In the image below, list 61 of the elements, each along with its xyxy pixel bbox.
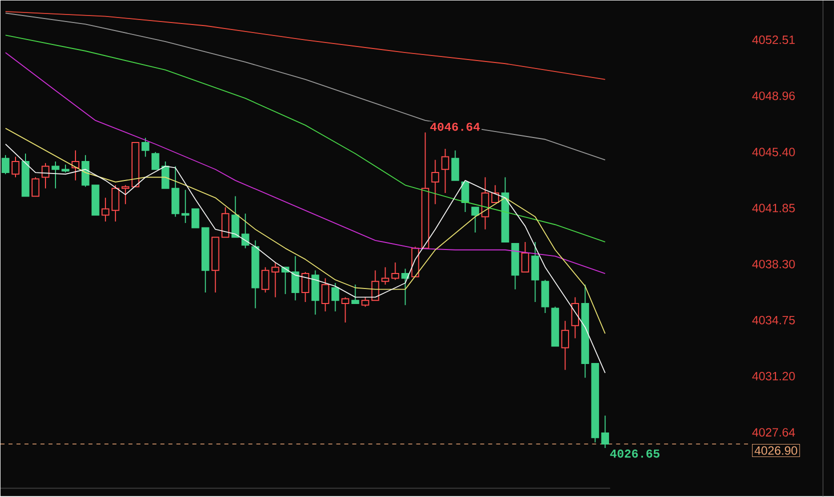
y-tick-label: 4027.64 (752, 428, 795, 437)
candlestick (182, 190, 190, 224)
candlestick (301, 272, 310, 303)
candlestick (291, 256, 300, 302)
candlestick (371, 270, 380, 302)
y-tick-label: 4052.51 (752, 36, 795, 44)
candlestick (421, 132, 430, 249)
annotation: 4046.64 (430, 122, 480, 132)
candlestick (431, 160, 440, 205)
candlestick (411, 246, 420, 278)
candlestick (331, 282, 340, 312)
candlestick (241, 213, 250, 249)
candlestick (571, 296, 580, 339)
ref-line-label: 4026.90 (754, 446, 798, 455)
candlestick (561, 320, 570, 370)
candlestick (401, 268, 410, 306)
y-tick-label: 4041.85 (752, 204, 795, 212)
line-series (5, 52, 606, 274)
candlestick (311, 270, 320, 316)
candlestick (531, 242, 540, 303)
y-tick-label: 4034.75 (752, 316, 795, 325)
candlestick (501, 176, 510, 243)
candlestick (481, 176, 490, 230)
candlestick (211, 236, 220, 294)
candlestick (172, 166, 180, 218)
candlestick (42, 162, 50, 189)
candlestick (551, 306, 560, 347)
text: 4026.65 (610, 450, 660, 458)
candlestick (381, 266, 390, 286)
y-tick-label: 4048.96 (752, 92, 795, 100)
y-tick-label: 4045.40 (752, 148, 795, 156)
line-series (5, 144, 606, 374)
candlestick (201, 227, 210, 294)
candlestick (351, 284, 360, 304)
candlestick (52, 161, 60, 189)
line-series (5, 34, 606, 243)
candlestick (391, 262, 400, 281)
candlestick (471, 206, 480, 234)
candlestick (601, 415, 610, 449)
candlestick (122, 184, 130, 205)
line-series (5, 12, 606, 161)
candlestick (341, 296, 350, 324)
candlestick (231, 196, 240, 238)
candlestick (511, 243, 520, 290)
candlestick (581, 284, 590, 378)
candlestick (22, 153, 30, 197)
candlestick (112, 184, 120, 222)
candlestick (142, 137, 150, 158)
line-series (5, 11, 606, 80)
candlestick (251, 240, 260, 309)
candlestick (591, 363, 600, 444)
candlestick (72, 150, 80, 182)
candlestick (521, 242, 530, 273)
y-tick-label: 4031.20 (752, 372, 795, 381)
candlestick (102, 197, 110, 222)
candlestick (321, 278, 330, 312)
candlestick (271, 262, 280, 298)
y-tick-label: 4038.30 (752, 260, 795, 268)
candlestick (441, 148, 450, 194)
candlestick (491, 184, 500, 204)
candlestick (451, 150, 460, 182)
